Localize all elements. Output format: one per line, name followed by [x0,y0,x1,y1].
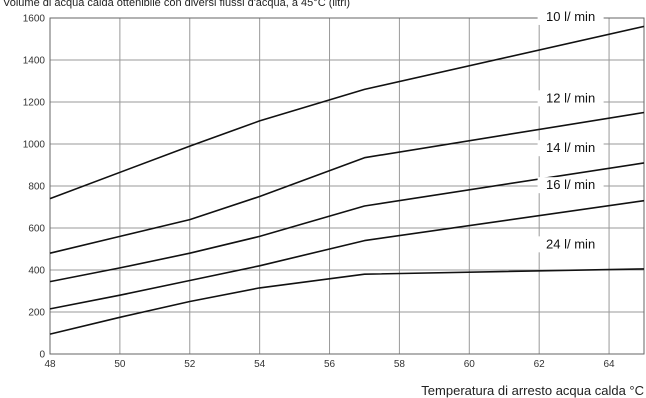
series-group: 10 l/ min 12 l/ min 14 l/ min 16 l/ min 24 l… [49,8,645,335]
x-tick-label: 52 [184,359,196,370]
y-tick-label: 0 [39,350,45,361]
x-tick-label: 50 [114,359,126,370]
series-label-16-l-min: 16 l/ min [546,177,595,192]
x-tick-label: 60 [464,359,476,370]
series-label-bg [537,8,604,25]
x-tick-label: 62 [534,359,546,370]
chart-title: Volume di acqua calda ottenibile con div… [3,0,350,9]
series-line-10-l-min [49,25,645,200]
series-label-12-l-min: 12 l/ min [546,90,595,105]
series-label-bg [537,177,604,194]
y-tick-label: 800 [28,182,45,193]
plot-frame [49,17,645,355]
grid [49,17,644,355]
x-tick-label: 48 [44,359,56,370]
x-tick-label: 64 [603,359,615,370]
series-label-10-l-min: 10 l/ min [546,9,595,24]
x-axis-label: Temperatura di arresto acqua calda °C [421,383,644,398]
y-tick-label: 200 [28,308,45,319]
y-tick-label: 1200 [23,98,46,109]
series-label-14-l-min: 14 l/ min [546,140,595,155]
y-axis-ticks: 0 200 400 600 800 1000 1200 1400 1600 [23,14,46,361]
series-label-24-l-min: 24 l/ min [546,236,595,251]
series-label-bg [537,236,604,253]
y-tick-label: 1000 [23,140,46,151]
series-line-16-l-min [49,199,645,310]
y-tick-label: 1600 [23,14,46,25]
y-tick-label: 600 [28,224,45,235]
series-label-bg [537,140,604,157]
y-tick-label: 1400 [23,56,46,67]
series-line-14-l-min [49,162,645,283]
series-line-12-l-min [49,111,645,254]
x-tick-label: 58 [394,359,406,370]
series-line-24-l-min [49,268,645,335]
x-tick-label: 56 [324,359,336,370]
x-tick-label: 54 [254,359,266,370]
series-label-bg [537,90,604,107]
y-tick-label: 400 [28,266,45,277]
x-axis-ticks: 48 50 52 54 56 58 60 62 64 [44,359,615,370]
